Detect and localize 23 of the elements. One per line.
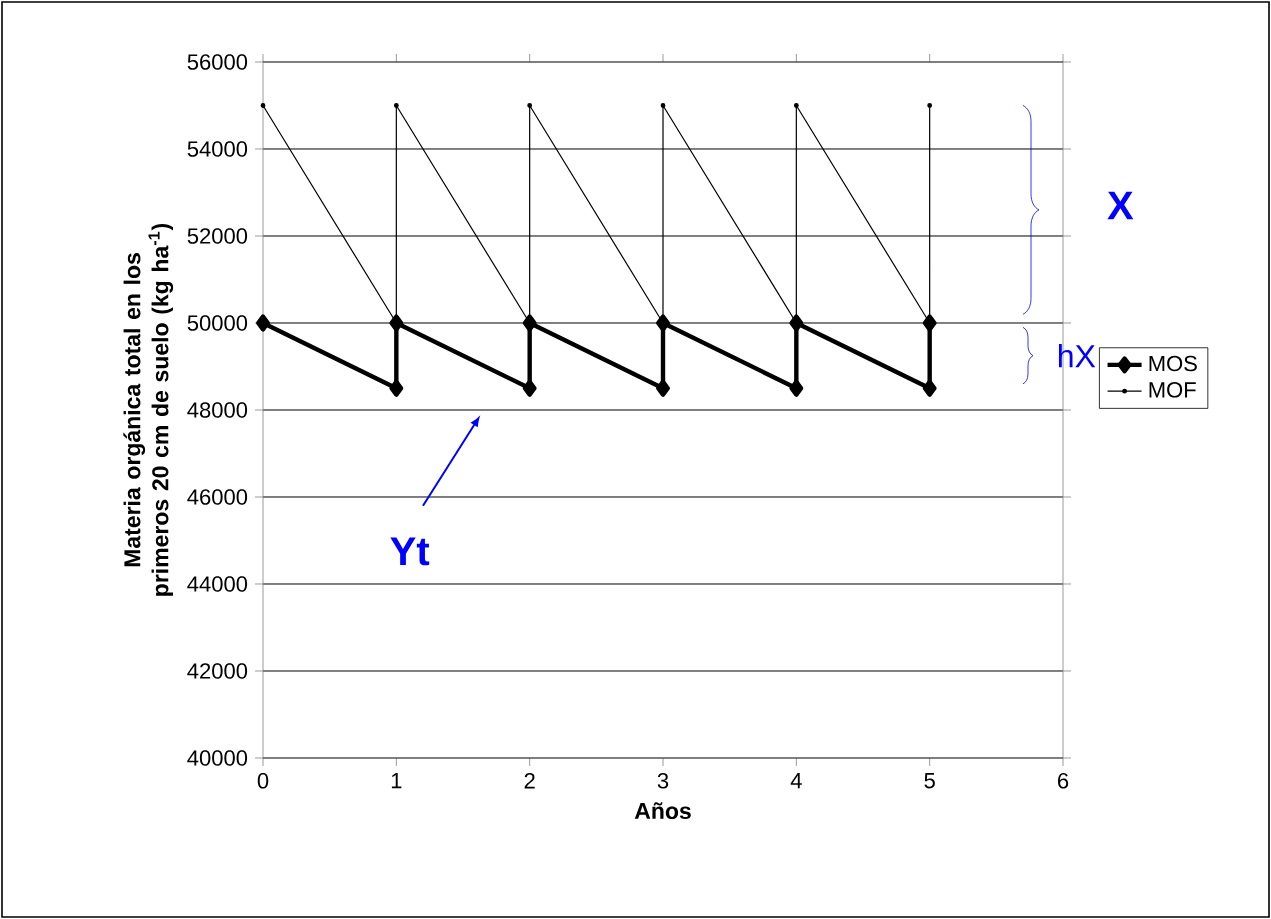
y-axis-title: Materia orgánica total en los primeros 20 cm de suelo (kg ha$^{-1}$) xyxy=(123,223,174,596)
x-tick-label: 3 xyxy=(657,773,669,789)
x-tick-label: 4 xyxy=(790,773,802,789)
y-tick-label: 52000 xyxy=(187,228,248,244)
y-tick-label: 48000 xyxy=(187,402,248,418)
x-tick-label: 5 xyxy=(924,773,935,789)
x-tick-label: 6 xyxy=(1058,773,1069,789)
x-tick-label: 1 xyxy=(391,773,402,789)
annotation: Yt xyxy=(390,537,430,566)
x-axis-title: Años xyxy=(634,802,691,820)
x-tick-label: 0 xyxy=(257,773,269,789)
annotation: hX xyxy=(1058,344,1096,368)
x-tick-label: 2 xyxy=(524,773,535,789)
y-tick-label: 40000 xyxy=(187,750,248,766)
y-tick-label: 46000 xyxy=(187,489,248,505)
text: X xyxy=(1107,191,1134,220)
legend-label: MOS xyxy=(1149,355,1197,372)
y-tick-label: 54000 xyxy=(187,141,248,157)
legend-label: MOF xyxy=(1149,382,1196,398)
y-tick-label: 50000 xyxy=(187,315,248,331)
y-tick-label: 56000 xyxy=(187,54,248,70)
y-tick-label: 42000 xyxy=(187,663,248,679)
y-tick-label: 44000 xyxy=(187,576,248,592)
